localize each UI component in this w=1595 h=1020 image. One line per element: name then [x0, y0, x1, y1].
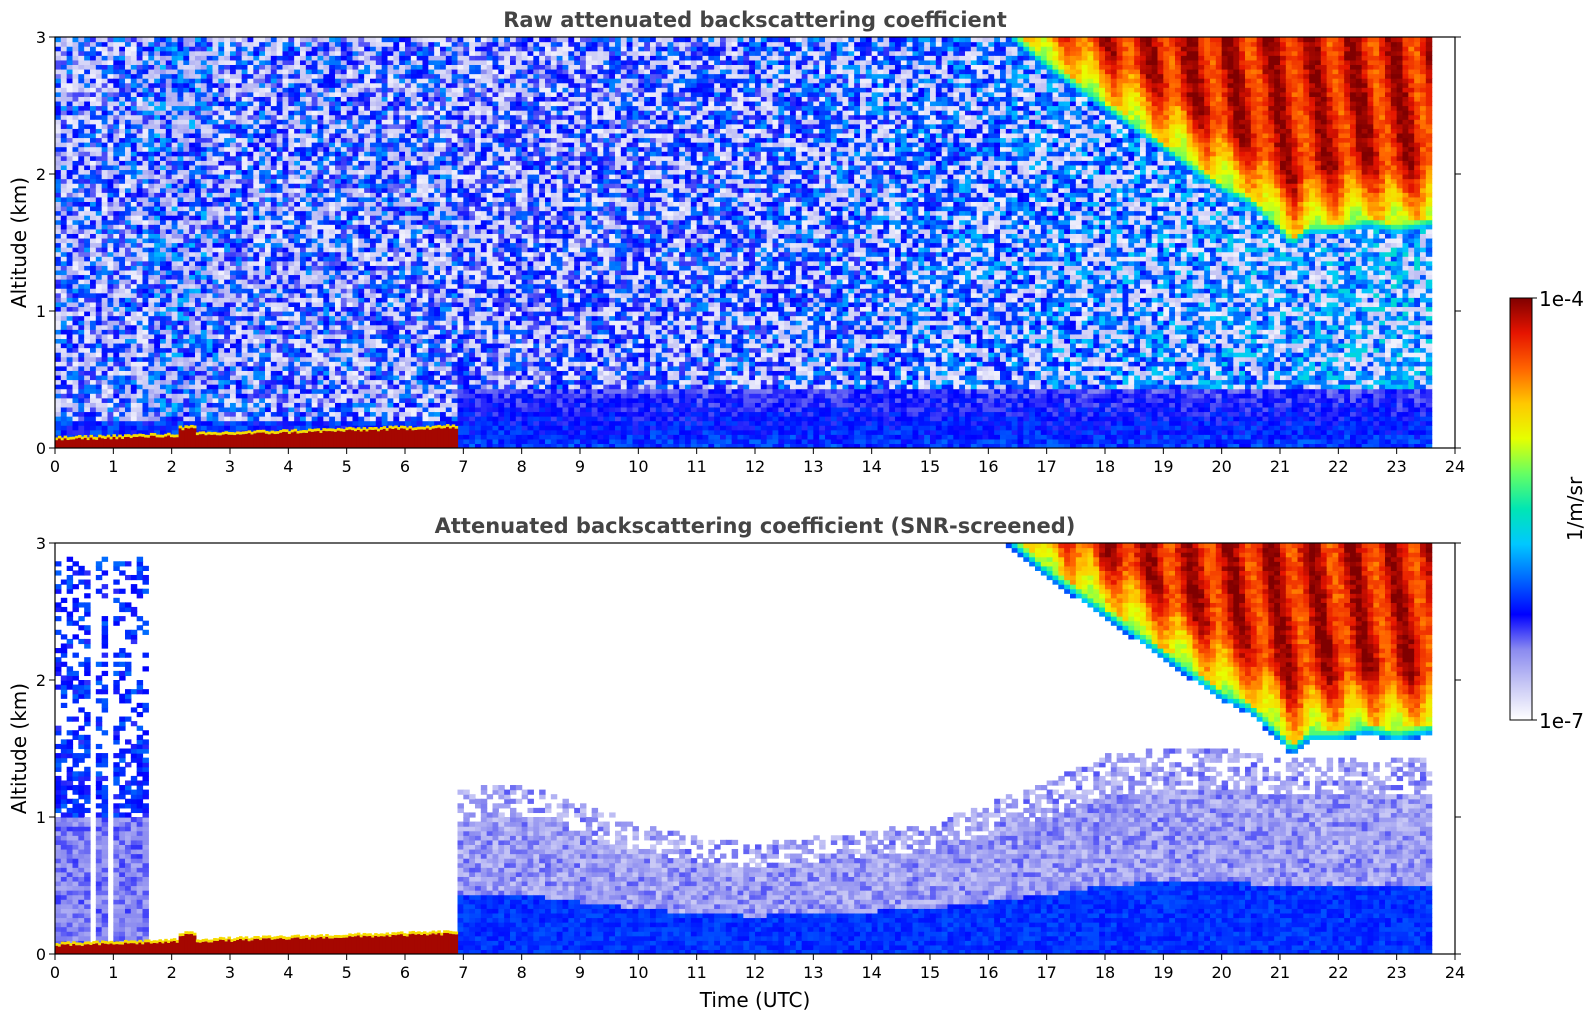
- x-tick-label: 11: [686, 457, 706, 476]
- x-tick-label: 18: [1095, 457, 1115, 476]
- panel-screened-title: Attenuated backscattering coefficient (S…: [435, 514, 1076, 538]
- x-tick-label: 12: [745, 457, 765, 476]
- x-tick-label: 10: [628, 457, 648, 476]
- panel-raw-y-axis: 0 1 2 3: [36, 28, 1461, 458]
- x-tick-label: 2: [167, 457, 177, 476]
- x-tick-label: 10: [628, 963, 648, 982]
- x-tick-label: 12: [745, 963, 765, 982]
- x-tick-label: 8: [517, 963, 527, 982]
- x-tick-label: 6: [400, 963, 410, 982]
- x-tick-label: 11: [686, 963, 706, 982]
- panel-screened-xlabel: Time (UTC): [699, 988, 811, 1012]
- panel-screened: Attenuated backscattering coefficient (S…: [7, 514, 1465, 1012]
- x-tick-label: 5: [342, 963, 352, 982]
- x-tick-label: 9: [575, 963, 585, 982]
- panel-raw-x-axis: 0 1 2 3 4 5 6 7 8 9 10 11 12 13 14 15 16 17 18 19 20 21 22 23 24: [50, 448, 1465, 476]
- y-tick-label: 0: [36, 945, 46, 964]
- colorbar-min-label: 1e-7: [1539, 709, 1584, 733]
- x-tick-label: 18: [1095, 963, 1115, 982]
- x-tick-label: 5: [342, 457, 352, 476]
- colorbar-label: 1/m/sr: [1563, 476, 1587, 541]
- panel-raw-title: Raw attenuated backscattering coefficien…: [503, 8, 1007, 32]
- x-tick-label: 3: [225, 963, 235, 982]
- x-tick-label: 4: [283, 457, 293, 476]
- x-tick-label: 4: [283, 963, 293, 982]
- x-tick-label: 2: [167, 963, 177, 982]
- colorbar: 1e-4 1e-7 1/m/sr: [1509, 287, 1587, 733]
- x-tick-label: 14: [861, 963, 881, 982]
- colorbar-max-label: 1e-4: [1539, 287, 1584, 311]
- x-tick-label: 13: [803, 457, 823, 476]
- panel-screened-y-axis: 0 1 2 3: [36, 534, 1461, 964]
- x-tick-label: 1: [108, 963, 118, 982]
- x-tick-label: 17: [1036, 963, 1056, 982]
- panel-screened-heatmap: [55, 543, 1433, 954]
- y-tick-label: 3: [36, 28, 46, 47]
- panel-screened-x-axis: 0 1 2 3 4 5 6 7 8 9 10 11 12 13 14 15 16 17 18 19 20 21 22 23 24: [50, 954, 1465, 982]
- x-tick-label: 23: [1386, 963, 1406, 982]
- x-tick-label: 19: [1153, 963, 1173, 982]
- x-tick-label: 22: [1328, 457, 1348, 476]
- x-tick-label: 16: [978, 457, 998, 476]
- y-tick-label: 2: [36, 165, 46, 184]
- x-tick-label: 20: [1211, 457, 1231, 476]
- panel-raw: Raw attenuated backscattering coefficien…: [7, 8, 1465, 476]
- x-tick-label: 16: [978, 963, 998, 982]
- x-tick-label: 21: [1270, 457, 1290, 476]
- x-tick-label: 20: [1211, 963, 1231, 982]
- panel-screened-ylabel: Altitude (km): [7, 683, 31, 814]
- y-tick-label: 1: [36, 302, 46, 321]
- colorbar-bar: [1509, 297, 1533, 721]
- y-tick-label: 3: [36, 534, 46, 553]
- x-tick-label: 15: [920, 963, 940, 982]
- x-tick-label: 21: [1270, 963, 1290, 982]
- panel-raw-ylabel: Altitude (km): [7, 177, 31, 308]
- x-tick-label: 14: [861, 457, 881, 476]
- x-tick-label: 9: [575, 457, 585, 476]
- x-tick-label: 23: [1386, 457, 1406, 476]
- y-tick-label: 0: [36, 439, 46, 458]
- x-tick-label: 1: [108, 457, 118, 476]
- x-tick-label: 3: [225, 457, 235, 476]
- x-tick-label: 19: [1153, 457, 1173, 476]
- x-tick-label: 15: [920, 457, 940, 476]
- x-tick-label: 8: [517, 457, 527, 476]
- x-tick-label: 24: [1445, 457, 1465, 476]
- x-tick-label: 7: [458, 963, 468, 982]
- y-tick-label: 1: [36, 808, 46, 827]
- x-tick-label: 6: [400, 457, 410, 476]
- x-tick-label: 0: [50, 963, 60, 982]
- x-tick-label: 7: [458, 457, 468, 476]
- x-tick-label: 17: [1036, 457, 1056, 476]
- panel-raw-heatmap: [55, 37, 1433, 448]
- x-tick-label: 0: [50, 457, 60, 476]
- x-tick-label: 22: [1328, 963, 1348, 982]
- x-tick-label: 13: [803, 963, 823, 982]
- y-tick-label: 2: [36, 671, 46, 690]
- x-tick-label: 24: [1445, 963, 1465, 982]
